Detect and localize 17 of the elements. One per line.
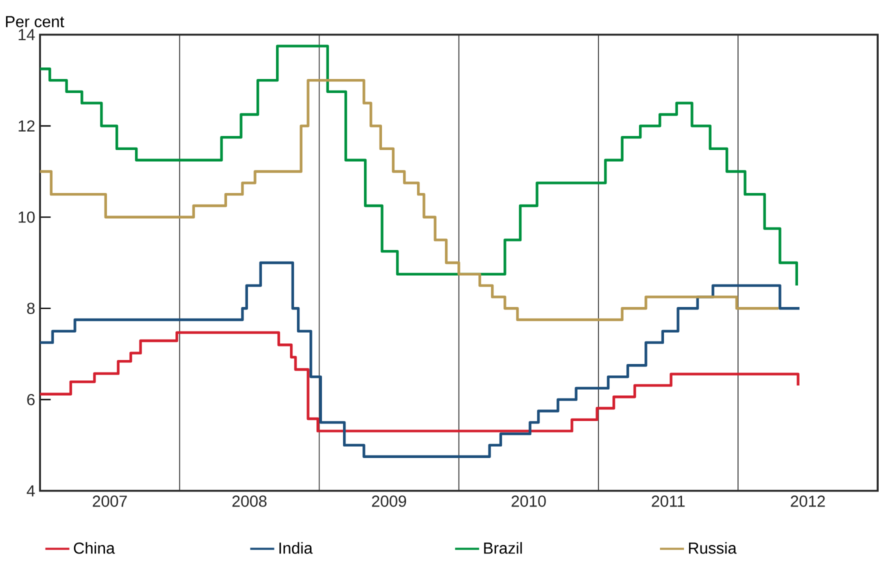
x-tick-label: 2008 bbox=[232, 496, 267, 508]
x-tick-label: 2012 bbox=[790, 496, 825, 508]
x-tick-label: 2009 bbox=[372, 496, 406, 508]
y-tick-label: 4 bbox=[26, 486, 35, 497]
x-tick-label: 2007 bbox=[92, 496, 127, 508]
y-axis-title: Per cent bbox=[6, 16, 64, 28]
x-tick-label: 2010 bbox=[512, 496, 546, 508]
x-tick-label: 2011 bbox=[652, 496, 685, 508]
y-tick-label: 10 bbox=[18, 212, 35, 224]
y-tick-label: 6 bbox=[27, 394, 35, 406]
y-tick-label: 8 bbox=[27, 302, 35, 314]
legend-label: India bbox=[279, 542, 313, 554]
legend-label: Russia bbox=[689, 542, 737, 554]
legend-label: China bbox=[74, 542, 115, 554]
y-tick-label: 14 bbox=[18, 29, 35, 40]
legend-label: Brazil bbox=[484, 542, 522, 554]
y-tick-label: 12 bbox=[18, 120, 35, 132]
